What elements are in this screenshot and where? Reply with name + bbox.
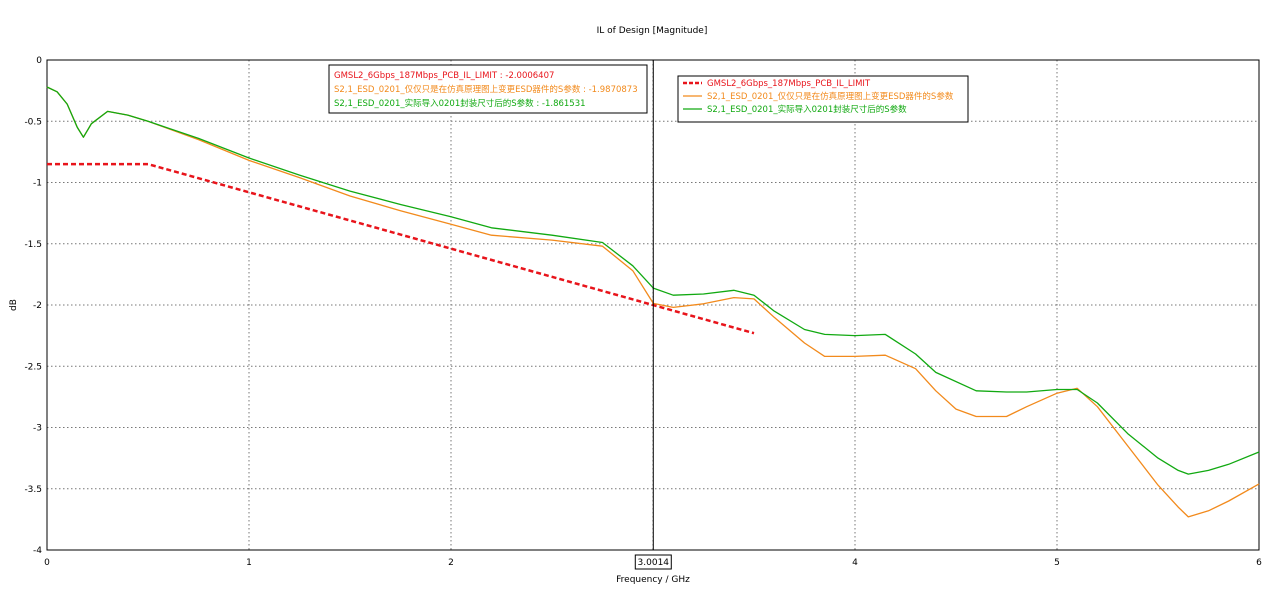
y-axis: 0 -0.5 -1 -1.5 -2 -2.5 -3 -3.5 -4: [24, 56, 42, 556]
marker-x-label[interactable]: 3.0014: [634, 554, 672, 570]
x-tick-label: 0: [44, 558, 50, 568]
x-tick-label: 1: [246, 558, 252, 568]
y-tick-label: 0: [36, 56, 42, 66]
y-tick-label: -1.5: [24, 240, 42, 250]
marker-readout-line: S2,1_ESD_0201_实际导入0201封装尺寸后的S参数 : -1.861…: [334, 98, 586, 109]
legend: GMSL2_6Gbps_187Mbps_PCB_IL_LIMIT S2,1_ESD…: [677, 75, 969, 123]
chart-title: IL of Design [Magnitude]: [597, 26, 708, 36]
legend-entry: S2,1_ESD_0201_仅仅只是在仿真原理图上变更ESD器件的S参数: [707, 91, 954, 102]
marker-readout-box: GMSL2_6Gbps_187Mbps_PCB_IL_LIMIT : -2.00…: [328, 64, 648, 114]
legend-frame: [677, 75, 969, 123]
series-line-0: [47, 162, 755, 335]
y-tick-label: -2: [33, 301, 42, 311]
marker-readout-frame: [328, 64, 648, 114]
y-tick-label: -1: [33, 179, 42, 189]
legend-entry: GMSL2_6Gbps_187Mbps_PCB_IL_LIMIT: [707, 79, 871, 89]
y-tick-label: -2.5: [24, 362, 42, 372]
x-tick-label: 2: [448, 558, 454, 568]
y-tick-label: -3: [33, 424, 42, 434]
marker-readout-line: S2,1_ESD_0201_仅仅只是在仿真原理图上变更ESD器件的S参数 : -…: [334, 84, 638, 95]
marker-readout-line: GMSL2_6Gbps_187Mbps_PCB_IL_LIMIT : -2.00…: [334, 71, 554, 81]
x-tick-label: 6: [1256, 558, 1262, 568]
series-line-2: [46, 86, 1260, 475]
x-axis-label: Frequency / GHz: [616, 575, 690, 585]
x-tick-label: 5: [1054, 558, 1060, 568]
x-tick-label: 4: [852, 558, 858, 568]
y-tick-label: -3.5: [24, 485, 42, 495]
y-tick-label: -4: [33, 546, 42, 556]
y-tick-label: -0.5: [24, 117, 42, 127]
y-axis-label: dB: [9, 299, 19, 311]
legend-entry: S2,1_ESD_0201_实际导入0201封装尺寸后的S参数: [707, 104, 907, 115]
svg-text:3.0014: 3.0014: [638, 558, 670, 568]
series-layer: [46, 86, 1260, 518]
